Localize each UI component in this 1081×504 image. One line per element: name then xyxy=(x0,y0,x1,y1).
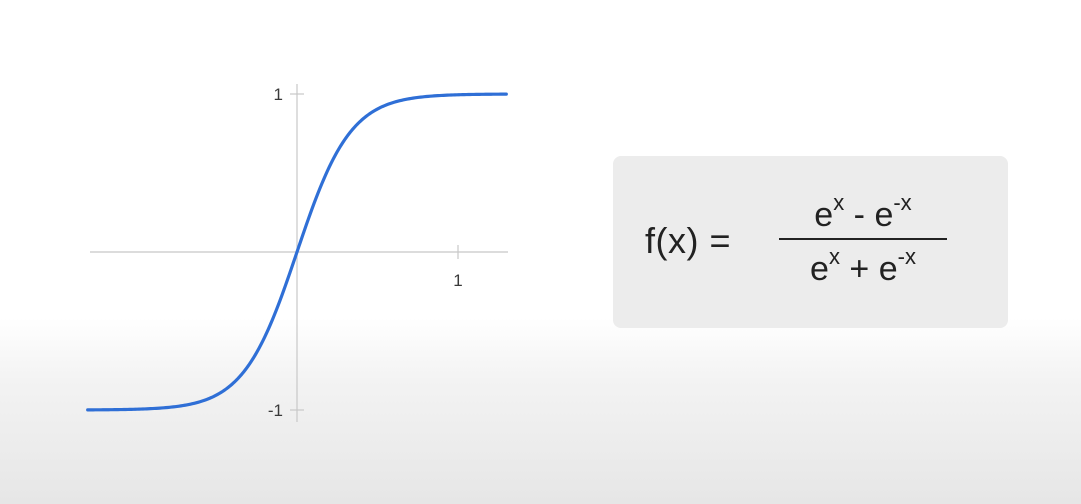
num-exp-b: -x xyxy=(893,189,912,215)
fraction-bar xyxy=(779,238,947,240)
den-base-b: e xyxy=(878,250,898,288)
num-base-b: e xyxy=(874,196,894,234)
formula-denominator: ex + e-x xyxy=(779,243,947,288)
den-exp-a: x xyxy=(828,243,840,269)
den-exp-b: -x xyxy=(897,243,916,269)
tanh-chart: 1 1 -1 xyxy=(86,84,508,422)
formula-card: f(x) = ex - e-x ex + e-x xyxy=(613,156,1008,328)
den-base-a: e xyxy=(810,250,829,288)
num-operator: - xyxy=(844,196,875,234)
num-exp-a: x xyxy=(833,189,845,215)
formula-fraction: ex - e-x ex + e-x xyxy=(779,191,947,288)
chart-series xyxy=(86,92,508,412)
den-operator: + xyxy=(839,250,879,288)
tanh-curve xyxy=(86,92,508,412)
chart-ticks: 1 1 -1 xyxy=(268,85,463,420)
y-tick-label: -1 xyxy=(268,401,283,420)
y-tick-label: 1 xyxy=(274,85,283,104)
x-tick-label: 1 xyxy=(453,271,462,290)
formula-lhs: f(x) = xyxy=(645,220,732,261)
num-base-a: e xyxy=(814,196,834,234)
formula-numerator: ex - e-x xyxy=(779,191,947,236)
chart-axes xyxy=(90,84,508,422)
